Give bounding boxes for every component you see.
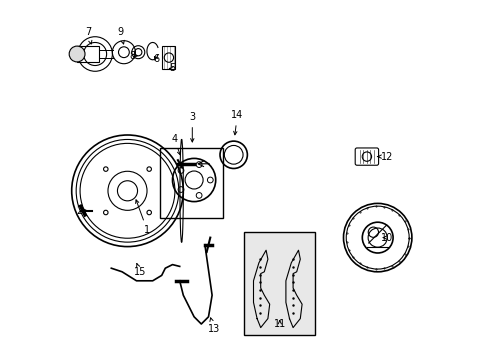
Text: 1: 1 [135, 200, 150, 235]
Text: 6: 6 [153, 54, 159, 64]
Text: 10: 10 [380, 233, 392, 243]
Bar [162, 46, 175, 69]
Text: 5: 5 [169, 63, 175, 73]
Text: 3: 3 [189, 112, 195, 142]
Circle shape [69, 46, 85, 62]
Text: 12: 12 [377, 152, 392, 162]
Bar [160, 148, 223, 218]
Bar [77, 46, 99, 62]
Text: 14: 14 [231, 110, 243, 135]
Text: 15: 15 [134, 264, 146, 277]
Text: 8: 8 [130, 51, 137, 61]
Bar [244, 232, 314, 335]
Text: 2: 2 [76, 206, 87, 216]
Text: 4: 4 [171, 134, 180, 155]
Text: 9: 9 [117, 27, 124, 44]
Text: 11: 11 [273, 319, 285, 329]
Text: 7: 7 [84, 27, 92, 44]
Text: 13: 13 [207, 318, 220, 334]
